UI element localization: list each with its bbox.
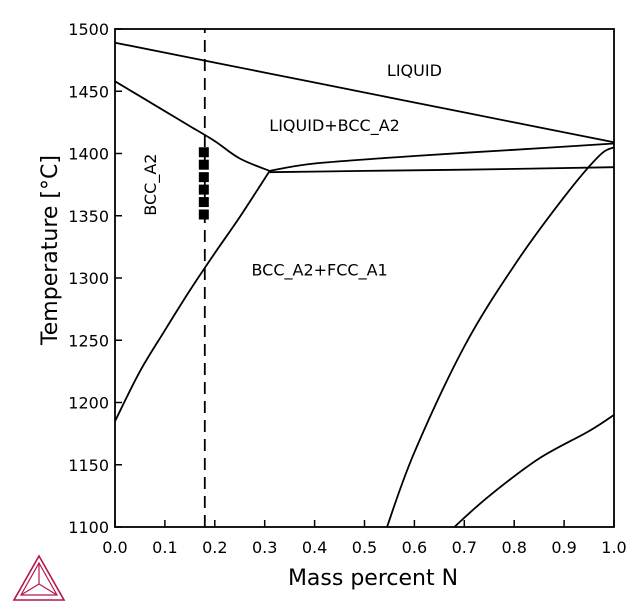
x-tick-label: 0.0 bbox=[102, 538, 127, 557]
y-tick-label: 1300 bbox=[68, 269, 109, 288]
x-tick-label: 1.0 bbox=[601, 538, 626, 557]
phase-region-label: BCC_A2+FCC_A1 bbox=[251, 260, 387, 280]
data-point-marker bbox=[198, 197, 209, 208]
y-tick-label: 1450 bbox=[68, 82, 109, 101]
y-axis-ticks: 1100 1150 1200 1250 1300 1350 1400 1450 1500 bbox=[68, 20, 122, 537]
phase-boundaries bbox=[114, 29, 615, 528]
data-point-marker bbox=[198, 159, 209, 170]
y-tick-label: 1500 bbox=[68, 20, 109, 39]
data-point-marker bbox=[198, 147, 209, 158]
phase-region-label: LIQUID bbox=[387, 61, 442, 80]
phase-boundary-line bbox=[114, 41, 615, 144]
x-tick-label: 0.8 bbox=[501, 538, 526, 557]
phase-boundary-line bbox=[269, 166, 615, 174]
data-point-marker bbox=[198, 209, 209, 220]
phase-boundary-line bbox=[114, 80, 271, 172]
phase-boundary-line bbox=[114, 170, 271, 422]
y-tick-label: 1400 bbox=[68, 145, 109, 164]
phase-region-label: BCC_A2 bbox=[141, 154, 161, 216]
x-tick-label: 0.5 bbox=[352, 538, 377, 557]
phase-boundary-line bbox=[269, 142, 615, 172]
data-point-marker bbox=[198, 184, 209, 195]
y-tick-label: 1200 bbox=[68, 394, 109, 413]
phase-boundary-line bbox=[453, 414, 615, 528]
x-tick-label: 0.7 bbox=[452, 538, 477, 557]
thermo-calc-logo-icon bbox=[12, 554, 66, 601]
data-point-marker bbox=[198, 172, 209, 183]
y-tick-label: 1100 bbox=[68, 518, 109, 537]
phase-labels: LIQUID LIQUID+BCC_A2 BCC_A2 BCC_A2+FCC_A1 bbox=[141, 61, 442, 280]
y-tick-label: 1350 bbox=[68, 207, 109, 226]
x-axis-ticks: 0.0 0.1 0.2 0.3 0.4 0.5 0.6 0.7 0.8 0.9 1.0 bbox=[102, 520, 627, 557]
x-tick-label: 0.6 bbox=[402, 538, 427, 557]
phase-region-label: LIQUID+BCC_A2 bbox=[269, 116, 400, 136]
y-axis-title: Temperature [°C] bbox=[38, 155, 63, 346]
x-tick-label: 0.4 bbox=[302, 538, 327, 557]
x-tick-label: 0.3 bbox=[252, 538, 277, 557]
y-tick-label: 1150 bbox=[68, 456, 109, 475]
x-tick-label: 0.9 bbox=[551, 538, 576, 557]
x-tick-label: 0.1 bbox=[152, 538, 177, 557]
phase-boundary-line bbox=[386, 146, 615, 528]
x-axis-title: Mass percent N bbox=[288, 566, 458, 591]
y-tick-label: 1250 bbox=[68, 331, 109, 350]
x-tick-label: 0.2 bbox=[202, 538, 227, 557]
data-markers bbox=[198, 147, 209, 220]
